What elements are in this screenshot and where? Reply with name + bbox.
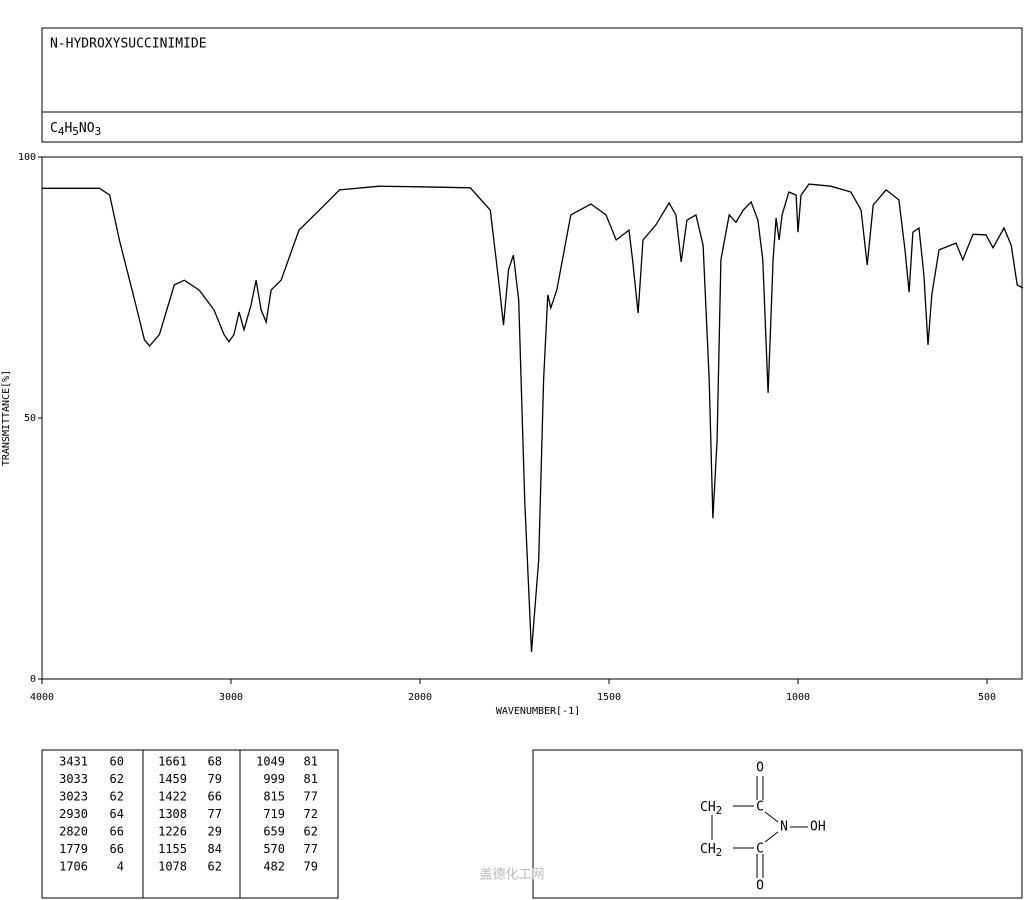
- structure-box: [532, 749, 1023, 899]
- plot-frame: [41, 156, 1023, 680]
- peak-wavenumber: 3431: [59, 755, 88, 769]
- x-tick-label: 3000: [219, 692, 243, 703]
- peak-intensity: 68: [208, 755, 222, 769]
- peak-intensity: 60: [110, 755, 124, 769]
- x-tick-label: 1000: [786, 692, 810, 703]
- atom-label: C: [756, 800, 764, 815]
- text-part: H: [64, 121, 72, 136]
- peak-table: [41, 749, 339, 899]
- spectrum-line: [42, 183, 1024, 652]
- peak-wavenumber: 1049: [256, 755, 285, 769]
- peak-wavenumber: 1422: [158, 790, 187, 804]
- peak-wavenumber: 1459: [158, 772, 187, 786]
- y-tick-label: 100: [18, 152, 36, 163]
- subscript: 3: [95, 125, 102, 138]
- text-part: NO: [79, 121, 95, 136]
- peak-intensity: 62: [110, 772, 124, 786]
- atom-label: CH2: [700, 800, 722, 818]
- peak-wavenumber: 570: [263, 842, 285, 856]
- x-tick-label: 4000: [30, 692, 54, 703]
- peak-wavenumber: 2820: [59, 825, 88, 839]
- peak-intensity: 66: [110, 842, 124, 856]
- peak-intensity: 77: [208, 807, 222, 821]
- atom-label: O: [756, 879, 764, 894]
- x-axis-label: WAVENUMBER[-1]: [496, 706, 580, 717]
- peak-intensity: 79: [304, 860, 318, 874]
- peak-intensity: 29: [208, 825, 222, 839]
- peak-wavenumber: 1661: [158, 755, 187, 769]
- watermark: 盖德化工网: [479, 868, 544, 883]
- peak-intensity: 84: [208, 842, 222, 856]
- peak-intensity: 81: [304, 772, 318, 786]
- peak-wavenumber: 482: [263, 860, 285, 874]
- x-tick-label: 1500: [597, 692, 621, 703]
- peak-wavenumber: 999: [263, 772, 285, 786]
- peak-intensity: 72: [304, 807, 318, 821]
- y-tick-label: 0: [30, 674, 36, 685]
- peak-intensity: 62: [304, 825, 318, 839]
- peak-intensity: 62: [110, 790, 124, 804]
- peak-intensity: 77: [304, 842, 318, 856]
- y-axis-label: TRANSMITTANCE[%]: [1, 370, 12, 466]
- text-part: CH: [700, 800, 716, 815]
- text-part: CH: [700, 842, 716, 857]
- peak-wavenumber: 1078: [158, 860, 187, 874]
- atom-label: OH: [810, 820, 826, 835]
- atom-label: O: [756, 761, 764, 776]
- peak-wavenumber: 1226: [158, 825, 187, 839]
- formula: C4H5NO3: [50, 121, 101, 139]
- compound-name: N-HYDROXYSUCCINIMIDE: [50, 37, 207, 52]
- peak-wavenumber: 3023: [59, 790, 88, 804]
- peak-wavenumber: 3033: [59, 772, 88, 786]
- atom-label: N: [780, 820, 788, 835]
- atom-label: C: [756, 842, 764, 857]
- peak-wavenumber: 1155: [158, 842, 187, 856]
- peak-intensity: 77: [304, 790, 318, 804]
- peak-intensity: 4: [117, 860, 124, 874]
- x-tick-label: 500: [978, 692, 996, 703]
- atom-label: CH2: [700, 842, 722, 860]
- formula-box: [41, 111, 1023, 143]
- peak-intensity: 79: [208, 772, 222, 786]
- x-tick-label: 2000: [408, 692, 432, 703]
- text-part: C: [50, 121, 58, 136]
- peak-wavenumber: 2930: [59, 807, 88, 821]
- subscript: 4: [58, 125, 65, 138]
- peak-intensity: 64: [110, 807, 124, 821]
- peak-wavenumber: 1779: [59, 842, 88, 856]
- subscript: 2: [716, 846, 723, 859]
- y-tick-label: 50: [24, 413, 36, 424]
- peak-wavenumber: 1308: [158, 807, 187, 821]
- peak-intensity: 81: [304, 755, 318, 769]
- peak-wavenumber: 719: [263, 807, 285, 821]
- peak-intensity: 62: [208, 860, 222, 874]
- structure-bonds: [711, 776, 808, 878]
- peak-wavenumber: 815: [263, 790, 285, 804]
- peak-intensity: 66: [110, 825, 124, 839]
- subscript: 2: [716, 804, 723, 817]
- peak-wavenumber: 659: [263, 825, 285, 839]
- peak-intensity: 66: [208, 790, 222, 804]
- subscript: 5: [72, 125, 79, 138]
- peak-wavenumber: 1706: [59, 860, 88, 874]
